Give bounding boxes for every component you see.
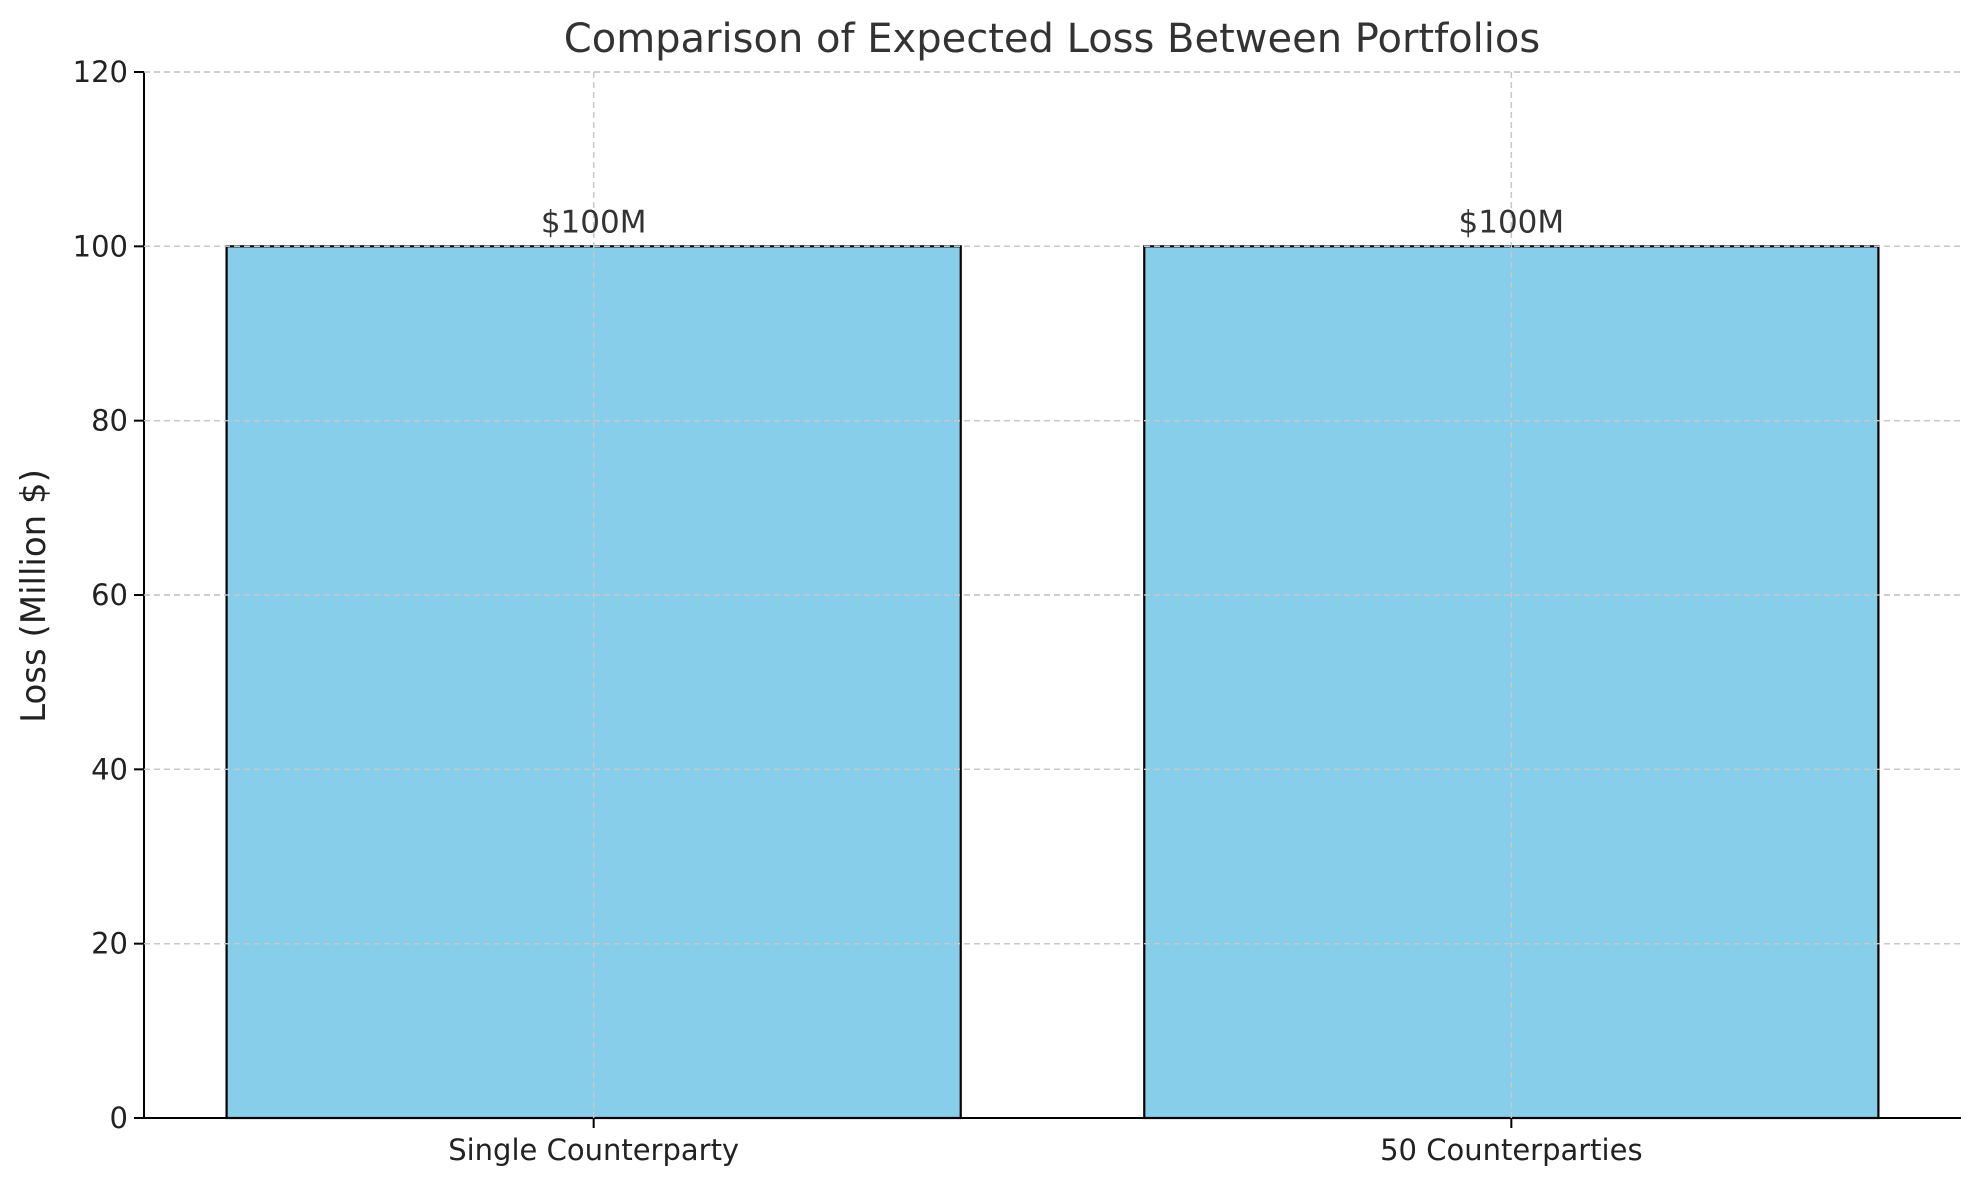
y-axis-label: Loss (Million $): [14, 469, 54, 723]
y-tick-label-100: 100: [73, 229, 128, 263]
y-tick-label-120: 120: [73, 55, 128, 89]
bar-layer: [225, 245, 1880, 1120]
y-tick-label-40: 40: [91, 752, 128, 786]
tick-layer: 0 20 40 60 80 100 120 Single Counterparty 50 Cou…: [73, 55, 1643, 1167]
bar-value-label-1: $100M: [1459, 204, 1565, 240]
y-tick-label-20: 20: [91, 927, 128, 961]
data-label-layer: $100M $100M: [144, 71, 1961, 1118]
y-tick-label-60: 60: [91, 578, 128, 612]
y-tick-label-80: 80: [91, 404, 128, 438]
chart-title: Comparison of Expected Loss Between Port…: [564, 16, 1540, 62]
x-tick-label-0: Single Counterparty: [448, 1133, 739, 1167]
x-tick-label-1: 50 Counterparties: [1380, 1133, 1643, 1167]
y-tick-label-0: 0: [110, 1101, 128, 1135]
bar-value-label-0: $100M: [541, 204, 647, 240]
